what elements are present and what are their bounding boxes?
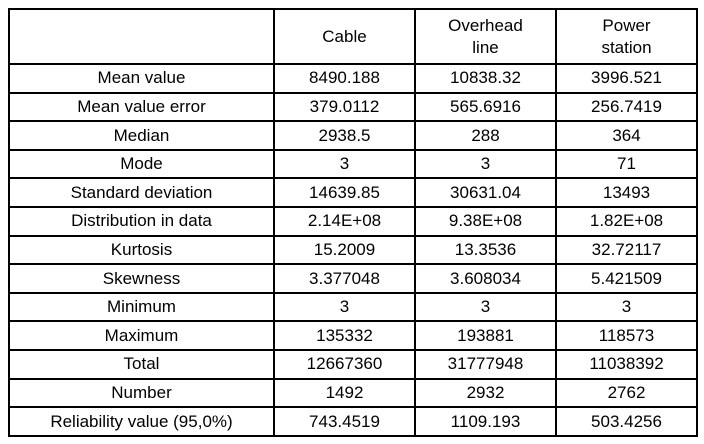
table-cell: 11038392 xyxy=(555,349,698,380)
table-cell: 3 xyxy=(273,148,416,180)
table-cell: 256.7419 xyxy=(555,91,698,123)
table-row-median: Median 2938.5 288 364 xyxy=(8,120,698,151)
row-label: Reliability value (95,0%) xyxy=(8,406,275,437)
table-row-minimum: Minimum 3 3 3 xyxy=(8,291,698,323)
row-label: Total xyxy=(8,349,275,380)
table-cell: 2938.5 xyxy=(273,120,416,151)
table-cell: 9.38E+08 xyxy=(414,206,557,237)
table-cell: 3 xyxy=(273,291,416,323)
table-row-skewness: Skewness 3.377048 3.608034 5.421509 xyxy=(8,263,698,294)
table-cell: 364 xyxy=(555,120,698,151)
table-cell: 14639.85 xyxy=(273,177,416,209)
row-label: Maximum xyxy=(8,320,275,352)
table-cell: 503.4256 xyxy=(555,406,698,437)
statistics-table: Cable Overhead line Power station Mean v… xyxy=(8,8,698,437)
row-label: Standard deviation xyxy=(8,177,275,209)
table-cell: 30631.04 xyxy=(414,177,557,209)
table-cell: 32.72117 xyxy=(555,234,698,266)
column-header-empty xyxy=(8,8,275,65)
table-cell: 3 xyxy=(555,291,698,323)
table-cell: 3996.521 xyxy=(555,63,698,94)
table-cell: 135332 xyxy=(273,320,416,352)
row-label: Distribution in data xyxy=(8,206,275,237)
table-cell: 8490.188 xyxy=(273,63,416,94)
table-cell: 2932 xyxy=(414,377,557,409)
row-label: Median xyxy=(8,120,275,151)
column-header-overhead-line: Overhead line xyxy=(414,8,557,65)
table-row-mean-value-error: Mean value error 379.0112 565.6916 256.7… xyxy=(8,91,698,123)
table-cell: 71 xyxy=(555,148,698,180)
table-cell: 2.14E+08 xyxy=(273,206,416,237)
table-cell: 15.2009 xyxy=(273,234,416,266)
table-row-mode: Mode 3 3 71 xyxy=(8,148,698,180)
row-label: Mode xyxy=(8,148,275,180)
table-cell: 3.608034 xyxy=(414,263,557,294)
table-row-mean-value: Mean value 8490.188 10838.32 3996.521 xyxy=(8,63,698,94)
table-cell: 10838.32 xyxy=(414,63,557,94)
column-header-power-station: Power station xyxy=(555,8,698,65)
table-cell: 31777948 xyxy=(414,349,557,380)
table-row-maximum: Maximum 135332 193881 118573 xyxy=(8,320,698,352)
row-label: Mean value error xyxy=(8,91,275,123)
table-cell: 193881 xyxy=(414,320,557,352)
row-label: Skewness xyxy=(8,263,275,294)
table-cell: 5.421509 xyxy=(555,263,698,294)
row-label: Minimum xyxy=(8,291,275,323)
header-row: Cable Overhead line Power station xyxy=(8,8,698,65)
row-label: Mean value xyxy=(8,63,275,94)
table-row-standard-deviation: Standard deviation 14639.85 30631.04 134… xyxy=(8,177,698,209)
table-cell: 13.3536 xyxy=(414,234,557,266)
table-cell: 3 xyxy=(414,148,557,180)
table-cell: 565.6916 xyxy=(414,91,557,123)
table-row-total: Total 12667360 31777948 11038392 xyxy=(8,349,698,380)
table-cell: 379.0112 xyxy=(273,91,416,123)
table-row-distribution-in-data: Distribution in data 2.14E+08 9.38E+08 1… xyxy=(8,206,698,237)
row-label: Number xyxy=(8,377,275,409)
table-row-kurtosis: Kurtosis 15.2009 13.3536 32.72117 xyxy=(8,234,698,266)
table-cell: 13493 xyxy=(555,177,698,209)
column-header-cable: Cable xyxy=(273,8,416,65)
table-cell: 3.377048 xyxy=(273,263,416,294)
table-cell: 2762 xyxy=(555,377,698,409)
table-cell: 288 xyxy=(414,120,557,151)
table-cell: 1.82E+08 xyxy=(555,206,698,237)
table-cell: 12667360 xyxy=(273,349,416,380)
table-cell: 1492 xyxy=(273,377,416,409)
table-cell: 3 xyxy=(414,291,557,323)
table-cell: 743.4519 xyxy=(273,406,416,437)
row-label: Kurtosis xyxy=(8,234,275,266)
table-row-number: Number 1492 2932 2762 xyxy=(8,377,698,409)
table-cell: 118573 xyxy=(555,320,698,352)
table-cell: 1109.193 xyxy=(414,406,557,437)
table-row-reliability-value: Reliability value (95,0%) 743.4519 1109.… xyxy=(8,406,698,437)
